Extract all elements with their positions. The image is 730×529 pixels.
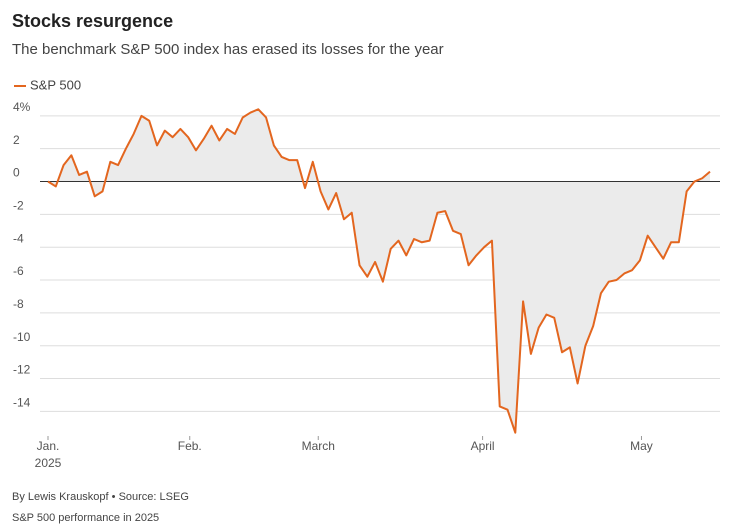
line bbox=[47, 108, 711, 434]
x-tick-label: March bbox=[302, 439, 335, 453]
y-tick-label: -6 bbox=[13, 264, 24, 278]
y-tick-label: -4 bbox=[13, 231, 24, 245]
x-tick-label: Feb. bbox=[178, 439, 202, 453]
y-tick-label: 2 bbox=[13, 133, 20, 147]
chart-subtitle: The benchmark S&P 500 index has erased i… bbox=[12, 41, 444, 58]
x-tick-label: May bbox=[630, 439, 653, 453]
caption: S&P 500 performance in 2025 bbox=[12, 512, 159, 524]
source: By Lewis Krauskopf • Source: LSEG bbox=[12, 491, 189, 503]
y-tick-label: -2 bbox=[13, 199, 24, 213]
chart-title: Stocks resurgence bbox=[12, 11, 173, 31]
x-year-label: 2025 bbox=[35, 456, 62, 470]
y-tick-label: -10 bbox=[13, 330, 31, 344]
x-tick-label: April bbox=[471, 439, 495, 453]
y-tick-label: 0 bbox=[13, 166, 20, 180]
y-tick-label: -12 bbox=[13, 363, 31, 377]
y-tick-label: -14 bbox=[13, 396, 31, 410]
y-tick-label: -8 bbox=[13, 297, 24, 311]
legend-label: S&P 500 bbox=[30, 77, 81, 92]
x-tick-label: Jan. bbox=[37, 439, 60, 453]
y-tick-label: 4% bbox=[13, 100, 31, 114]
